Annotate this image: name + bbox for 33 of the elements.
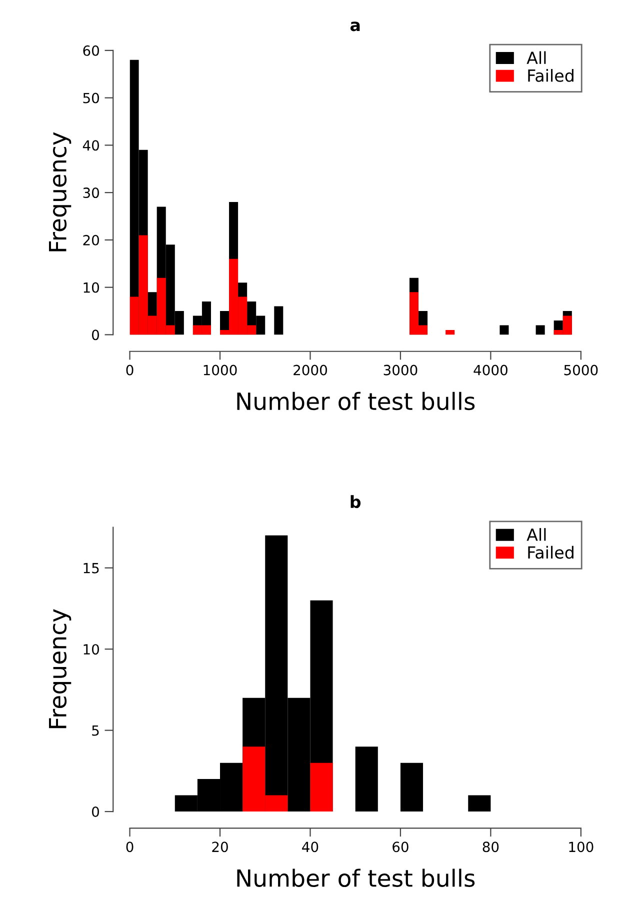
y-tick-label: 5 (92, 725, 99, 736)
legend-label: Failed (528, 546, 574, 559)
x-tick-label: 60 (392, 842, 408, 852)
y-axis-title: Frequency (49, 132, 72, 252)
x-tick-label: 2000 (294, 364, 327, 376)
y-tick-label: 40 (82, 140, 99, 151)
x-tick-label: 100 (569, 842, 594, 852)
x-tick-label: 20 (212, 842, 228, 852)
y-tick-label: 15 (84, 563, 99, 574)
x-tick-label: 1000 (204, 364, 237, 376)
legend-label: All (526, 51, 546, 64)
y-axis-title: Frequency (49, 609, 72, 728)
x-axis-title: Number of test bulls (237, 868, 475, 888)
x-tick-label: 3000 (384, 364, 418, 376)
y-tick-label: 10 (84, 282, 99, 293)
y-tick-label: 50 (83, 92, 99, 104)
chart-title: b (350, 495, 361, 508)
x-tick-label: 40 (302, 842, 318, 852)
y-tick-label: 30 (83, 188, 99, 198)
x-tick-label: 4000 (474, 364, 508, 376)
y-tick-label: 60 (83, 45, 99, 56)
x-axis-title: Number of test bulls (237, 392, 475, 410)
x-tick-label: 5000 (564, 364, 598, 376)
y-tick-label: 10 (84, 644, 99, 655)
chart-title: a (350, 22, 360, 32)
y-tick-label: 20 (83, 234, 99, 246)
x-tick-label: 0 (126, 364, 134, 376)
y-tick-label: 0 (92, 806, 99, 818)
x-tick-label: 0 (126, 842, 134, 852)
y-tick-label: 0 (92, 330, 99, 340)
legend-label: Failed (528, 69, 574, 82)
x-tick-label: 80 (482, 842, 499, 852)
legend-label: All (526, 528, 546, 541)
